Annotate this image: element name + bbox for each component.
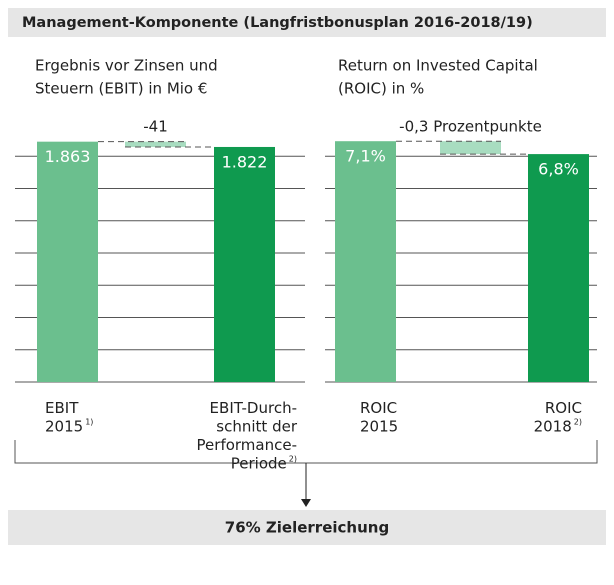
category-line: 2015 xyxy=(45,417,83,435)
value-label: 7,1% xyxy=(345,147,386,166)
arrow-head xyxy=(301,499,311,507)
category-line: EBIT xyxy=(45,399,79,417)
chart-title: Steuern (EBIT) in Mio € xyxy=(35,80,207,98)
change-bar xyxy=(125,141,186,147)
category-line: schnitt der xyxy=(216,417,298,435)
x-tick-label: ROIC 2018 2) xyxy=(534,399,582,436)
chart-title: (ROIC) in % xyxy=(338,80,424,98)
category-line: EBIT-Durch- xyxy=(210,399,297,417)
category-line: Periode xyxy=(231,454,287,472)
chart-title: Return on Invested Capital xyxy=(338,57,538,75)
header-box xyxy=(8,8,606,37)
category-line: 2015 xyxy=(360,417,398,435)
change-label: -41 xyxy=(143,118,168,136)
x-tick-label: ROIC 2015 xyxy=(360,399,398,436)
bar xyxy=(37,141,98,382)
category-line: 2018 xyxy=(534,417,572,435)
value-label: 1.822 xyxy=(222,152,268,171)
category-line: ROIC xyxy=(360,399,397,417)
footnote: 1) xyxy=(85,417,93,426)
header-title: Management-Komponente (Langfristbonuspla… xyxy=(22,15,533,31)
bar xyxy=(335,141,396,382)
value-label: 6,8% xyxy=(538,160,579,179)
bar xyxy=(528,154,589,382)
bar xyxy=(214,146,275,382)
change-label: -0,3 Prozentpunkte xyxy=(399,118,542,136)
bracket xyxy=(14,440,598,464)
footnote: 2) xyxy=(289,454,297,463)
category-line: Performance- xyxy=(197,436,297,454)
category-line: ROIC xyxy=(545,399,582,417)
footer-box xyxy=(8,510,606,545)
x-tick-label: EBIT-Durch-schnitt der Performance-Period… xyxy=(197,399,298,473)
value-label: 1.863 xyxy=(45,147,91,166)
footer-text: 76% Zielerreichung xyxy=(225,519,389,537)
x-tick-label: EBIT 2015 1) xyxy=(45,399,93,436)
footnote: 2) xyxy=(574,417,582,426)
change-bar xyxy=(440,141,501,155)
chart-title: Ergebnis vor Zinsen und xyxy=(35,57,218,75)
